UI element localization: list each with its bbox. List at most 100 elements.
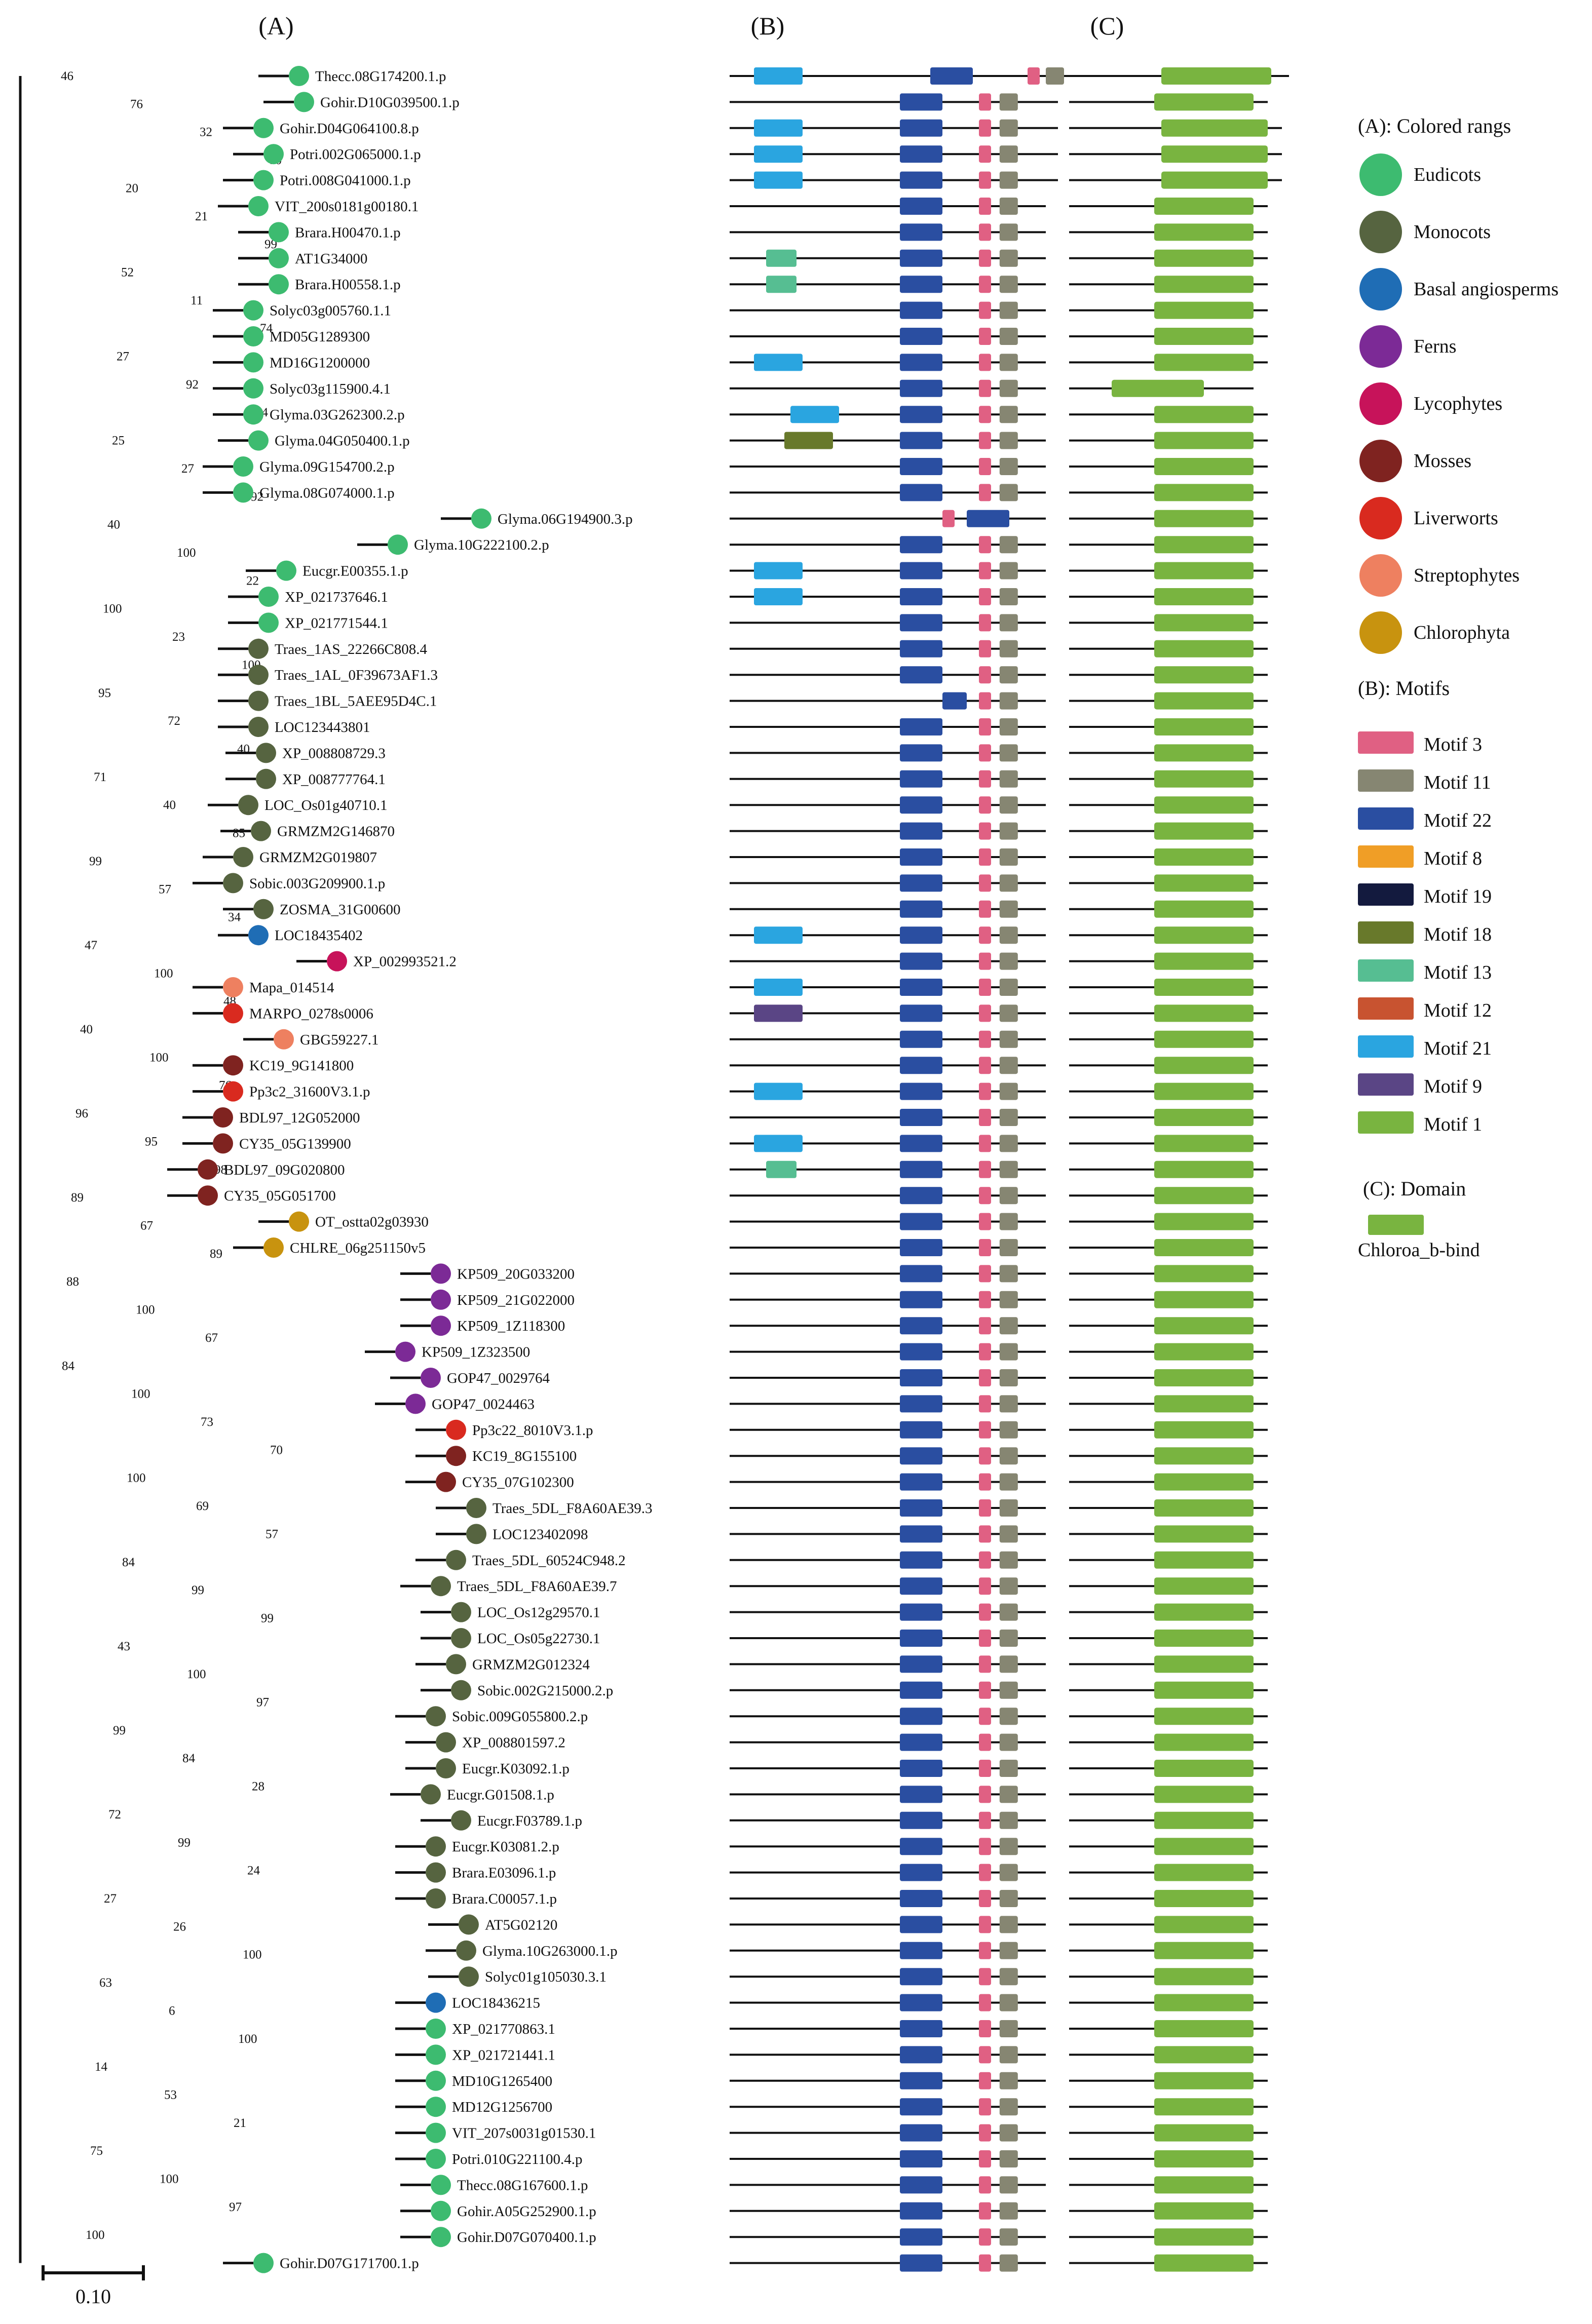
motif-box bbox=[979, 1057, 991, 1074]
motif-box bbox=[979, 1030, 991, 1048]
bootstrap-value: 67 bbox=[205, 1331, 218, 1345]
motif-box bbox=[979, 900, 991, 918]
bootstrap-value: 46 bbox=[61, 69, 73, 83]
leaf-label: Traes_5DL_60524C948.2 bbox=[472, 1553, 626, 1569]
bootstrap-value: 84 bbox=[62, 1359, 75, 1373]
motif-box bbox=[766, 249, 797, 267]
legend-domain-swatch bbox=[1368, 1215, 1424, 1235]
leaf-marker bbox=[213, 1133, 233, 1154]
legend-range-swatch bbox=[1359, 611, 1402, 654]
leaf-marker bbox=[436, 1732, 456, 1753]
motif-box bbox=[754, 354, 803, 371]
motif-box bbox=[900, 1838, 942, 1855]
domain-box bbox=[1112, 379, 1204, 397]
leaf-label: VIT_207s0031g01530.1 bbox=[452, 2125, 596, 2142]
leaf-marker bbox=[451, 1628, 471, 1648]
motif-box bbox=[999, 328, 1018, 345]
domain-box bbox=[1154, 2124, 1254, 2142]
leaf-label: LOC_Os01g40710.1 bbox=[264, 797, 387, 814]
leaf-marker bbox=[431, 2227, 451, 2248]
motif-box bbox=[754, 1082, 803, 1100]
domain-box bbox=[1154, 952, 1254, 970]
leaf-marker bbox=[243, 326, 263, 346]
leaf-label: MD05G1289300 bbox=[270, 329, 370, 345]
motif-box bbox=[999, 1343, 1018, 1361]
motif-box bbox=[999, 979, 1018, 996]
leaf-marker bbox=[243, 404, 263, 425]
motif-box bbox=[900, 223, 942, 241]
leaf-label: KC19_9G141800 bbox=[249, 1058, 354, 1074]
motif-box bbox=[900, 1525, 942, 1543]
leaf-label: AT5G02120 bbox=[485, 1917, 557, 1933]
leaf-label: Thecc.08G167600.1.p bbox=[457, 2177, 588, 2193]
motif-box bbox=[979, 458, 991, 475]
leaf-label: XP_008801597.2 bbox=[462, 1735, 565, 1751]
leaf-label: MD16G1200000 bbox=[270, 355, 370, 371]
leaf-marker bbox=[451, 1810, 471, 1831]
motif-box bbox=[979, 1447, 991, 1465]
leaf-marker bbox=[258, 612, 279, 633]
domain-box bbox=[1154, 1447, 1254, 1465]
leaf-marker bbox=[248, 638, 269, 659]
domain-box bbox=[1154, 2228, 1254, 2246]
domain-box bbox=[1154, 223, 1254, 241]
motif-box bbox=[999, 1187, 1018, 1205]
leaf-label: LOC_Os12g29570.1 bbox=[477, 1605, 600, 1621]
domain-box bbox=[1154, 874, 1254, 892]
legend-range-swatch bbox=[1359, 497, 1402, 539]
motif-box bbox=[900, 1057, 942, 1074]
legend-range-label: Basal angiosperms bbox=[1414, 279, 1559, 300]
domain-box bbox=[1154, 1004, 1254, 1022]
motif-box bbox=[900, 1213, 942, 1230]
motif-box bbox=[979, 119, 991, 137]
domain-box bbox=[1154, 1187, 1254, 1205]
leaf-label: Solyc03g005760.1.1 bbox=[270, 303, 391, 319]
motif-box bbox=[900, 432, 942, 449]
motif-box bbox=[999, 1811, 1018, 1829]
motif-box bbox=[979, 1135, 991, 1152]
legend-motif-label: Motif 19 bbox=[1424, 886, 1492, 907]
domain-box bbox=[1154, 249, 1254, 267]
motif-box bbox=[999, 536, 1018, 554]
domain-box bbox=[1154, 718, 1254, 735]
domain-box bbox=[1154, 848, 1254, 866]
motif-box bbox=[979, 1395, 991, 1413]
leaf-marker bbox=[426, 2149, 446, 2169]
leaf-marker bbox=[256, 743, 276, 763]
motif-box bbox=[979, 145, 991, 163]
domain-box bbox=[1154, 1916, 1254, 1933]
leaf-label: BDL97_12G052000 bbox=[239, 1110, 360, 1126]
domain-box bbox=[1154, 562, 1254, 579]
leaf-label: Eucgr.G01508.1.p bbox=[447, 1787, 554, 1803]
motif-box bbox=[999, 1265, 1018, 1283]
motif-box bbox=[900, 979, 942, 996]
motif-box bbox=[999, 2150, 1018, 2167]
domain-box bbox=[1154, 1942, 1254, 1959]
motif-box bbox=[979, 848, 991, 866]
motif-box bbox=[999, 93, 1018, 111]
domain-box bbox=[1161, 145, 1268, 163]
motif-box bbox=[979, 2202, 991, 2220]
leaf-label: Traes_1BL_5AEE95D4C.1 bbox=[275, 693, 437, 710]
legend-range-swatch bbox=[1359, 440, 1402, 482]
domain-box bbox=[1154, 1317, 1254, 1335]
domain-box bbox=[1154, 1760, 1254, 1777]
domain-box bbox=[1154, 2254, 1254, 2272]
bootstrap-value: 100 bbox=[154, 966, 173, 980]
leaf-marker bbox=[289, 1211, 309, 1232]
bootstrap-value: 99 bbox=[178, 1836, 191, 1849]
leaf-label: KP509_1Z323500 bbox=[422, 1344, 530, 1361]
bootstrap-value: 11 bbox=[191, 294, 203, 307]
motif-box bbox=[979, 614, 991, 632]
motif-box bbox=[900, 796, 942, 814]
motif-box bbox=[900, 1004, 942, 1022]
domain-box bbox=[1154, 666, 1254, 684]
motif-box bbox=[999, 1057, 1018, 1074]
bootstrap-value: 85 bbox=[233, 827, 245, 840]
motif-box bbox=[999, 1160, 1018, 1178]
domain-box bbox=[1154, 354, 1254, 371]
motif-box bbox=[979, 822, 991, 840]
leaf-label: Sobic.002G215000.2.p bbox=[477, 1683, 613, 1699]
motif-box bbox=[979, 301, 991, 319]
legend-range-label: Monocots bbox=[1414, 221, 1491, 243]
